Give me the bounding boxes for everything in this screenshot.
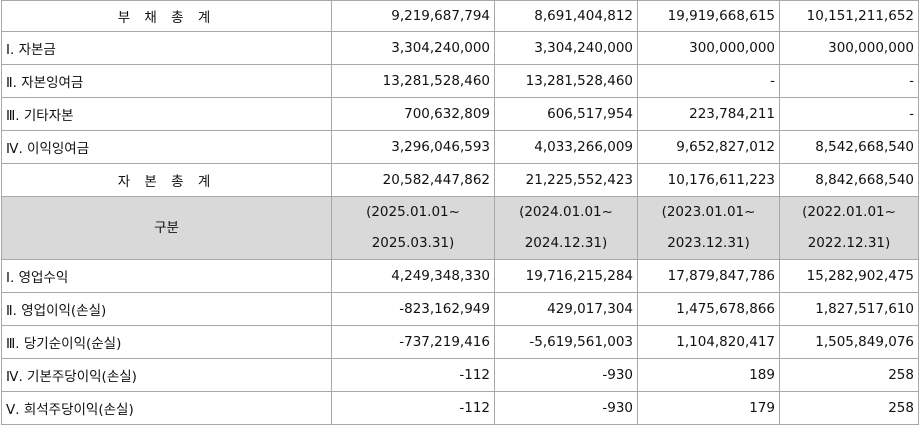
table-row-net-income: Ⅲ. 당기순이익(순실) -737,219,416 -5,619,561,003…: [1, 325, 919, 359]
table-row-diluted-eps: Ⅴ. 희석주당이익(손실) -112 -930 179 258: [1, 391, 919, 425]
table-row-operating-income: Ⅱ. 영업이익(손실) -823,162,949 429,017,304 1,4…: [1, 292, 919, 326]
cell-value: 21,225,552,423: [494, 163, 638, 197]
cell-value: 223,784,211: [637, 97, 780, 131]
cell-value: -823,162,949: [331, 292, 495, 326]
table-row-basic-eps: Ⅳ. 기본주당이익(손실) -112 -930 189 258: [1, 358, 919, 392]
row-label: Ⅱ. 영업이익(손실): [1, 292, 332, 326]
table-row-retained-earnings: Ⅳ. 이익잉여금 3,296,046,593 4,033,266,009 9,6…: [1, 130, 919, 164]
cell-value: 3,304,240,000: [331, 31, 495, 65]
row-label: 자 본 총 계: [1, 163, 332, 197]
table-row-total-equity: 자 본 총 계 20,582,447,862 21,225,552,423 10…: [1, 163, 919, 197]
cell-value: 258: [779, 358, 919, 392]
header-period: (2022.01.01~ 2022.12.31): [779, 196, 919, 260]
cell-value: 8,691,404,812: [494, 0, 638, 32]
cell-value: 19,919,668,615: [637, 0, 780, 32]
cell-value: -5,619,561,003: [494, 325, 638, 359]
row-label: Ⅲ. 기타자본: [1, 97, 332, 131]
cell-value: 15,282,902,475: [779, 259, 919, 293]
cell-value: -: [779, 97, 919, 131]
cell-value: 10,176,611,223: [637, 163, 780, 197]
row-label: Ⅲ. 당기순이익(순실): [1, 325, 332, 359]
cell-value: 1,104,820,417: [637, 325, 780, 359]
period-end: 2024.12.31): [524, 235, 608, 251]
cell-value: 606,517,954: [494, 97, 638, 131]
period-start: (2023.01.01~: [661, 204, 756, 220]
cell-value: 4,249,348,330: [331, 259, 495, 293]
header-label: 구분: [1, 196, 332, 260]
period-end: 2023.12.31): [667, 235, 750, 251]
cell-value: 20,582,447,862: [331, 163, 495, 197]
cell-value: -930: [494, 391, 638, 425]
cell-value: 9,652,827,012: [637, 130, 780, 164]
row-label: 부 채 총 계: [1, 0, 332, 32]
table-row-operating-revenue: Ⅰ. 영업수익 4,249,348,330 19,716,215,284 17,…: [1, 259, 919, 293]
cell-value: 1,505,849,076: [779, 325, 919, 359]
cell-value: 8,842,668,540: [779, 163, 919, 197]
table-row-other-capital: Ⅲ. 기타자본 700,632,809 606,517,954 223,784,…: [1, 97, 919, 131]
cell-value: 300,000,000: [779, 31, 919, 65]
period-start: (2022.01.01~: [802, 204, 896, 220]
header-period: (2025.01.01~ 2025.03.31): [331, 196, 495, 260]
cell-value: 17,879,847,786: [637, 259, 780, 293]
cell-value: 1,475,678,866: [637, 292, 780, 326]
cell-value: -: [637, 64, 780, 98]
header-period: (2023.01.01~ 2023.12.31): [637, 196, 780, 260]
table-row-total-liabilities: 부 채 총 계 9,219,687,794 8,691,404,812 19,9…: [1, 0, 919, 32]
cell-value: 9,219,687,794: [331, 0, 495, 32]
cell-value: 13,281,528,460: [494, 64, 638, 98]
row-label: Ⅳ. 이익잉여금: [1, 130, 332, 164]
period-end: 2022.12.31): [807, 235, 891, 251]
cell-value: 258: [779, 391, 919, 425]
cell-value: 10,151,211,652: [779, 0, 919, 32]
cell-value: 3,296,046,593: [331, 130, 495, 164]
table-row-capital-stock: Ⅰ. 자본금 3,304,240,000 3,304,240,000 300,0…: [1, 31, 919, 65]
cell-value: -112: [331, 358, 495, 392]
cell-value: 300,000,000: [637, 31, 780, 65]
cell-value: 19,716,215,284: [494, 259, 638, 293]
cell-value: 179: [637, 391, 780, 425]
cell-value: 4,033,266,009: [494, 130, 638, 164]
row-label: Ⅱ. 자본잉여금: [1, 64, 332, 98]
row-label: Ⅰ. 영업수익: [1, 259, 332, 293]
cell-value: 189: [637, 358, 780, 392]
cell-value: 700,632,809: [331, 97, 495, 131]
cell-value: 429,017,304: [494, 292, 638, 326]
cell-value: 13,281,528,460: [331, 64, 495, 98]
cell-value: -737,219,416: [331, 325, 495, 359]
cell-value: -: [779, 64, 919, 98]
row-label: Ⅰ. 자본금: [1, 31, 332, 65]
row-label: Ⅳ. 기본주당이익(손실): [1, 358, 332, 392]
table-row-capital-surplus: Ⅱ. 자본잉여금 13,281,528,460 13,281,528,460 -…: [1, 64, 919, 98]
period-start: (2024.01.01~: [519, 204, 613, 220]
period-start: (2025.01.01~: [366, 204, 460, 220]
cell-value: 3,304,240,000: [494, 31, 638, 65]
cell-value: 1,827,517,610: [779, 292, 919, 326]
table-header-row: 구분 (2025.01.01~ 2025.03.31) (2024.01.01~…: [1, 196, 919, 260]
period-end: 2025.03.31): [371, 235, 455, 251]
cell-value: -112: [331, 391, 495, 425]
header-period: (2024.01.01~ 2024.12.31): [494, 196, 638, 260]
cell-value: -930: [494, 358, 638, 392]
row-label: Ⅴ. 희석주당이익(손실): [1, 391, 332, 425]
cell-value: 8,542,668,540: [779, 130, 919, 164]
